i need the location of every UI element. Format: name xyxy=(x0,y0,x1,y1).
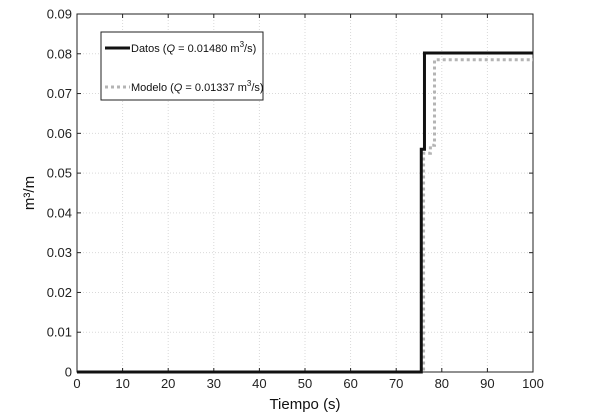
x-tick-label: 30 xyxy=(207,376,221,391)
y-tick-label: 0.08 xyxy=(47,46,72,61)
y-tick-label: 0.02 xyxy=(47,285,72,300)
x-axis-title: Tiempo (s) xyxy=(269,396,340,413)
series-lines xyxy=(77,51,533,374)
x-tick-label: 10 xyxy=(115,376,129,391)
x-tick-label: 80 xyxy=(435,376,449,391)
legend-label-datos-sup: 3 xyxy=(240,40,245,49)
legend-label-datos-prefix: Datos ( xyxy=(131,43,167,55)
x-tick-label: 50 xyxy=(298,376,312,391)
y-tick-label: 0.01 xyxy=(47,325,72,340)
legend-label-modelo-prefix: Modelo ( xyxy=(131,82,174,94)
legend-label-modelo-var: Q xyxy=(174,82,183,94)
x-tick-label: 70 xyxy=(389,376,403,391)
series-line-datos xyxy=(77,51,533,374)
legend-label-datos-value: = 0.01480 m xyxy=(175,43,240,55)
legend-label-modelo-value: = 0.01337 m xyxy=(182,82,247,94)
legend: Datos (Q = 0.01480 m3/s) Modelo (Q = 0.0… xyxy=(100,31,264,101)
series-line-modelo xyxy=(77,58,533,374)
legend-box xyxy=(100,31,264,101)
y-tick-label: 0.09 xyxy=(47,7,72,22)
y-tick-label: 0.04 xyxy=(47,205,72,220)
legend-label-modelo-sup: 3 xyxy=(247,79,252,88)
legend-label-datos-suffix: /s) xyxy=(244,43,256,55)
x-tick-label: 40 xyxy=(252,376,266,391)
x-tick-label: 100 xyxy=(522,376,544,391)
x-tick-label: 20 xyxy=(161,376,175,391)
y-axis-title: m³/m xyxy=(21,176,38,210)
x-tick-label: 0 xyxy=(73,376,80,391)
legend-label-datos-var: Q xyxy=(166,43,175,55)
x-tick-label: 90 xyxy=(480,376,494,391)
legend-label-modelo: Modelo (Q = 0.01337 m3/s) xyxy=(131,79,264,94)
y-tick-label: 0 xyxy=(65,365,72,380)
y-tick-label: 0.03 xyxy=(47,245,72,260)
axis-ticks: 0 10 20 30 40 50 60 70 80 90 100 0 0.01 0.02 0.03 0.04 0… xyxy=(47,7,544,392)
legend-label-modelo-suffix: /s) xyxy=(251,82,263,94)
x-tick-label: 60 xyxy=(343,376,357,391)
y-tick-label: 0.07 xyxy=(47,86,72,101)
legend-label-datos: Datos (Q = 0.01480 m3/s) xyxy=(131,40,256,55)
y-tick-label: 0.05 xyxy=(47,166,72,181)
y-tick-label: 0.06 xyxy=(47,126,72,141)
